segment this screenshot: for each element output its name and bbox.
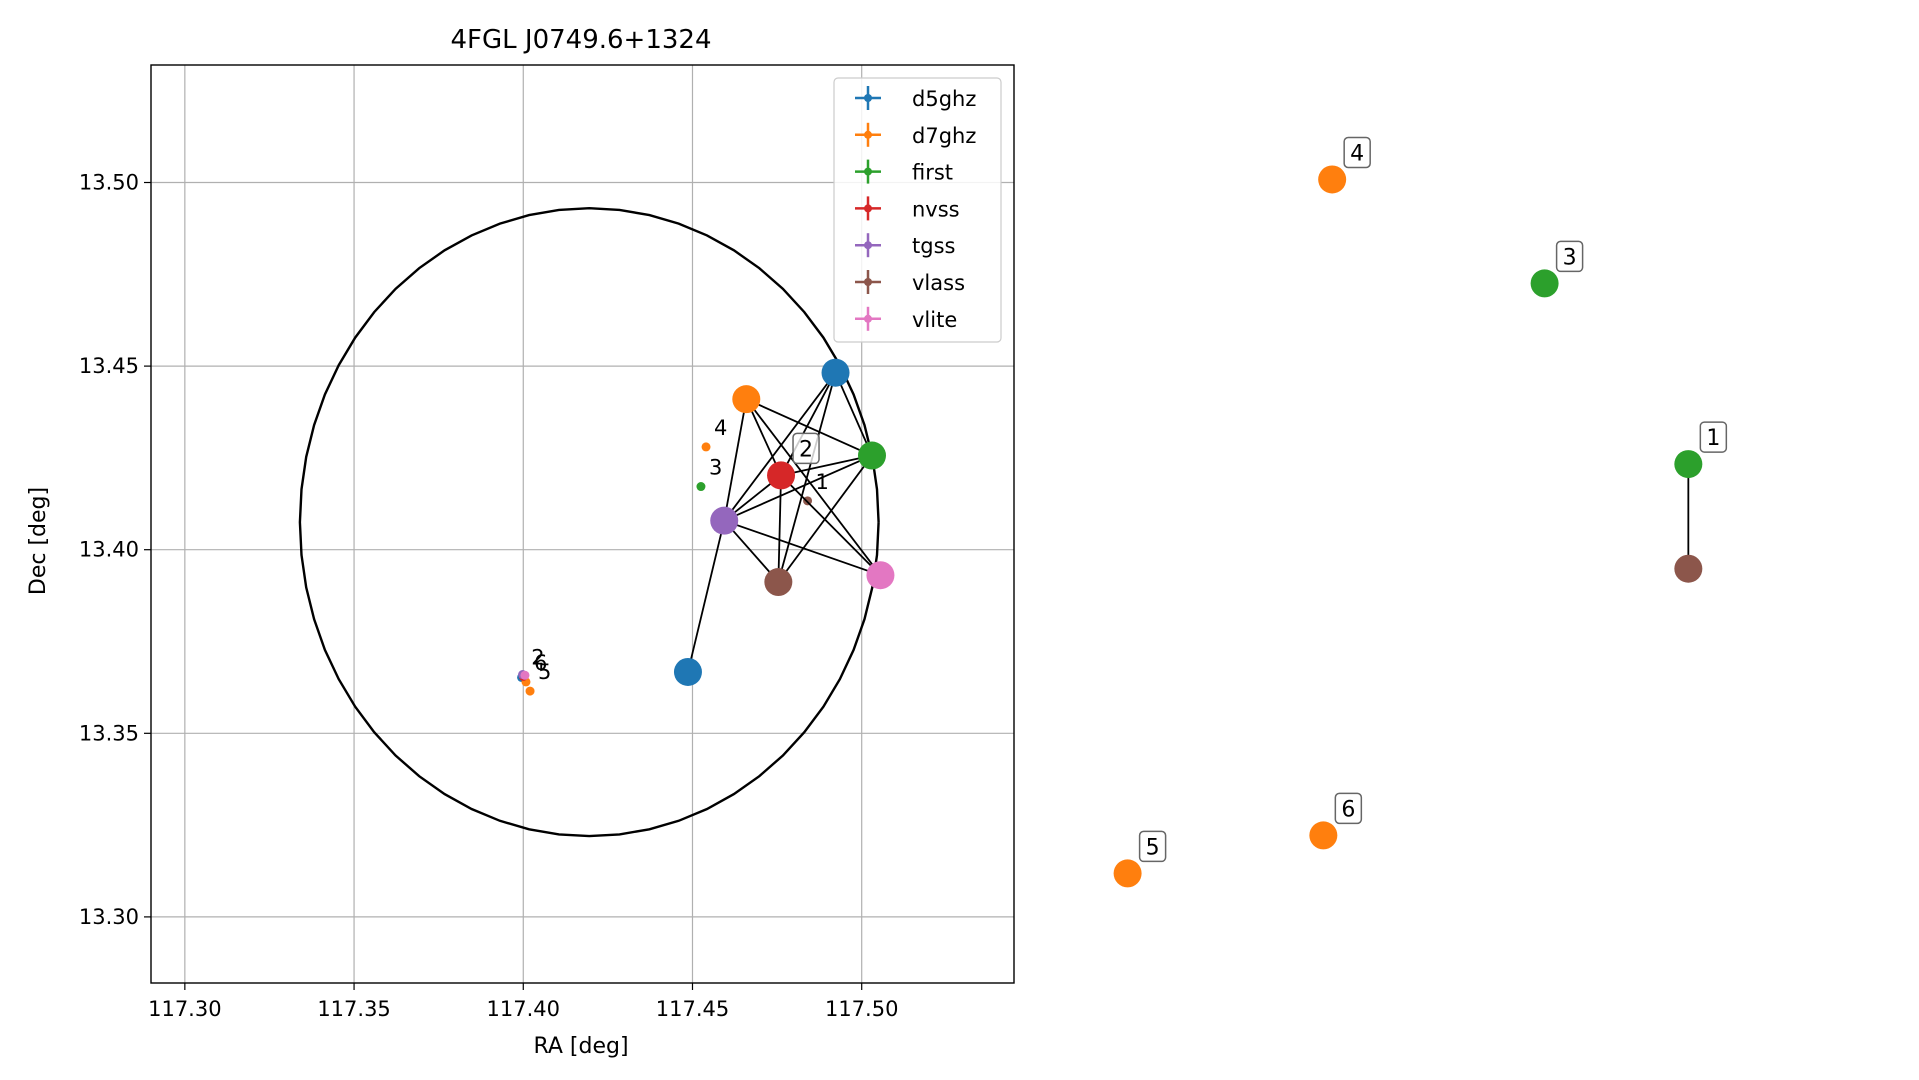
network-panel: 432 165 <box>673 136 1728 888</box>
y-axis-ticks: 13.30 13.35 13.40 13.45 13.50 <box>79 171 151 929</box>
y-tick-label: 13.40 <box>79 538 139 562</box>
network-label: 2 <box>792 432 820 465</box>
plot-frame <box>150 64 1015 984</box>
uncertainty-circle <box>298 206 880 838</box>
data-point-first <box>696 482 706 492</box>
network-label-text: 3 <box>1563 245 1577 270</box>
network-label-text: 1 <box>1706 426 1720 451</box>
x-axis-label: RA [deg] <box>533 1034 628 1059</box>
network-nodes <box>673 165 1703 888</box>
legend-label: vlite <box>912 308 957 332</box>
legend-label: tgss <box>912 234 955 258</box>
network-label: 5 <box>1138 830 1167 863</box>
network-edge <box>723 399 748 521</box>
network-node <box>1113 859 1142 888</box>
point-annotation: 4 <box>714 416 727 440</box>
network-node <box>673 657 702 686</box>
legend-entry-vlite: vlite <box>855 306 957 332</box>
network-node <box>732 385 761 414</box>
point-annotation: 6 <box>534 651 547 675</box>
network-edge <box>780 372 837 476</box>
network-node <box>710 506 739 535</box>
network-label: 6 <box>1334 792 1363 825</box>
x-tick-label: 117.30 <box>148 997 221 1021</box>
network-node <box>857 441 886 470</box>
x-axis-ticks: 117.30 117.35 117.40 117.45 117.50 <box>148 983 898 1021</box>
x-tick-label: 117.50 <box>825 997 898 1021</box>
legend-entry-vlass: vlass <box>855 270 965 295</box>
x-tick-label: 117.45 <box>656 997 729 1021</box>
network-edge <box>687 520 726 673</box>
network-edge <box>834 372 873 456</box>
legend-entry-tgss: tgss <box>855 233 955 258</box>
data-point-d7ghz <box>525 686 535 696</box>
network-edge <box>723 454 873 522</box>
network-label-text: 5 <box>1146 835 1160 860</box>
point-annotation: 5 <box>538 660 551 684</box>
x-tick-label: 117.35 <box>317 997 390 1021</box>
network-edge <box>780 474 882 576</box>
network-edge <box>723 372 837 522</box>
network-node <box>866 561 895 590</box>
legend-label: d5ghz <box>912 87 976 111</box>
network-label: 1 <box>1699 421 1728 453</box>
legend: d5ghz d7ghz first nvss tgss vlass vlite <box>833 77 1002 343</box>
y-axis-label: Dec [deg] <box>26 487 51 595</box>
data-point-d7ghz <box>701 442 711 452</box>
legend-label: vlass <box>912 271 965 295</box>
legend-label: nvss <box>912 197 960 221</box>
point-annotation: 2 <box>531 645 544 669</box>
network-label-text: 4 <box>1350 141 1364 166</box>
legend-label: d7ghz <box>912 124 976 148</box>
network-node <box>764 568 793 597</box>
network-edge <box>745 398 873 457</box>
y-tick-label: 13.35 <box>79 721 139 745</box>
legend-frame <box>833 77 1002 343</box>
legend-entry-nvss: nvss <box>855 196 960 221</box>
legend-entry-first: first <box>855 159 953 185</box>
network-node <box>1530 269 1559 298</box>
y-tick-label: 13.45 <box>79 354 139 378</box>
network-node <box>1318 165 1347 194</box>
y-tick-label: 13.30 <box>79 905 139 929</box>
data-point-vlite <box>520 670 530 680</box>
network-label-text: 2 <box>799 437 813 462</box>
chart-title: 4FGL J0749.6+1324 <box>451 25 712 55</box>
point-annotation: 1 <box>816 470 829 494</box>
network-node <box>1674 450 1703 479</box>
network-node <box>1674 554 1703 583</box>
point-annotation: 3 <box>709 456 722 480</box>
uncertainty-ellipse <box>298 206 880 838</box>
network-label-text: 6 <box>1341 797 1355 822</box>
y-tick-label: 13.50 <box>79 171 139 195</box>
network-labels: 432 165 <box>792 136 1728 863</box>
x-tick-label: 117.40 <box>487 997 560 1021</box>
legend-entry-d5ghz: d5ghz <box>855 86 976 111</box>
network-node <box>1309 821 1338 850</box>
network-edge <box>780 454 873 477</box>
network-node <box>767 461 796 490</box>
network-node <box>821 358 850 387</box>
network-edges <box>687 372 1690 673</box>
legend-label: first <box>912 161 953 185</box>
network-label: 4 <box>1343 136 1371 169</box>
legend-entry-d7ghz: d7ghz <box>855 122 976 148</box>
network-edge <box>723 519 881 577</box>
network-edge <box>777 475 782 583</box>
network-label: 3 <box>1555 240 1584 273</box>
network-edge <box>745 398 882 576</box>
